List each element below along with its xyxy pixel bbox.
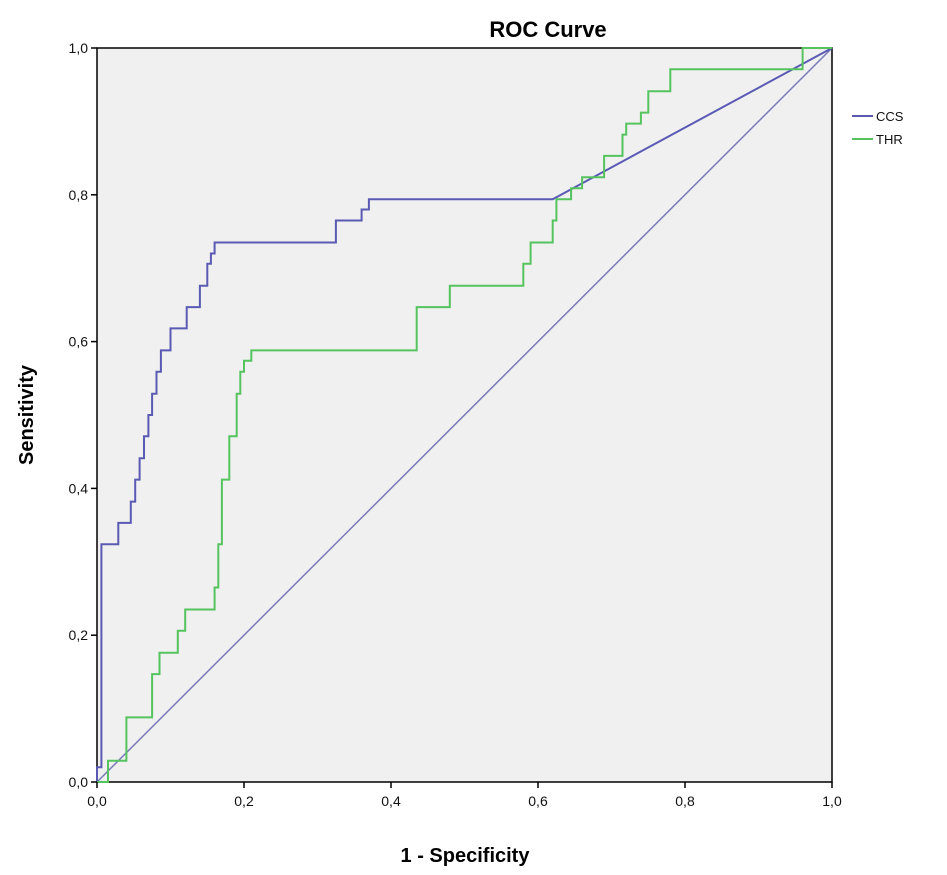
x-tick-label: 1,0	[822, 793, 842, 809]
series-layer	[96, 47, 833, 783]
x-tick-label: 0,4	[381, 793, 401, 809]
y-tick-label: 0,8	[69, 187, 89, 203]
y-tick-label: 0,6	[69, 334, 89, 350]
x-tick-label: 0,2	[234, 793, 254, 809]
legend: CCS THR	[852, 109, 904, 147]
x-axis-label: 1 - Specificity	[401, 845, 531, 867]
chart-title: ROC Curve	[489, 17, 606, 42]
series-line-ccs	[96, 47, 833, 782]
series-line-thr	[97, 47, 832, 783]
legend-label-thr: THR	[876, 132, 903, 147]
legend-label-ccs: CCS	[876, 109, 904, 124]
x-tick-label: 0,8	[675, 793, 695, 809]
reference-diagonal	[96, 47, 833, 783]
y-axis: 0,0 0,2 0,4 0,6 0,8 1,0	[69, 40, 97, 790]
x-axis: 0,0 0,2 0,4 0,6 0,8 1,0	[87, 782, 842, 809]
y-axis-label: Sensitivity	[16, 364, 38, 465]
reference-line-layer	[96, 47, 833, 783]
y-tick-label: 0,2	[69, 627, 89, 643]
y-tick-label: 0,0	[69, 774, 89, 790]
y-tick-label: 1,0	[69, 40, 89, 56]
y-tick-label: 0,4	[69, 480, 89, 496]
x-tick-label: 0,6	[528, 793, 548, 809]
x-tick-label: 0,0	[87, 793, 107, 809]
